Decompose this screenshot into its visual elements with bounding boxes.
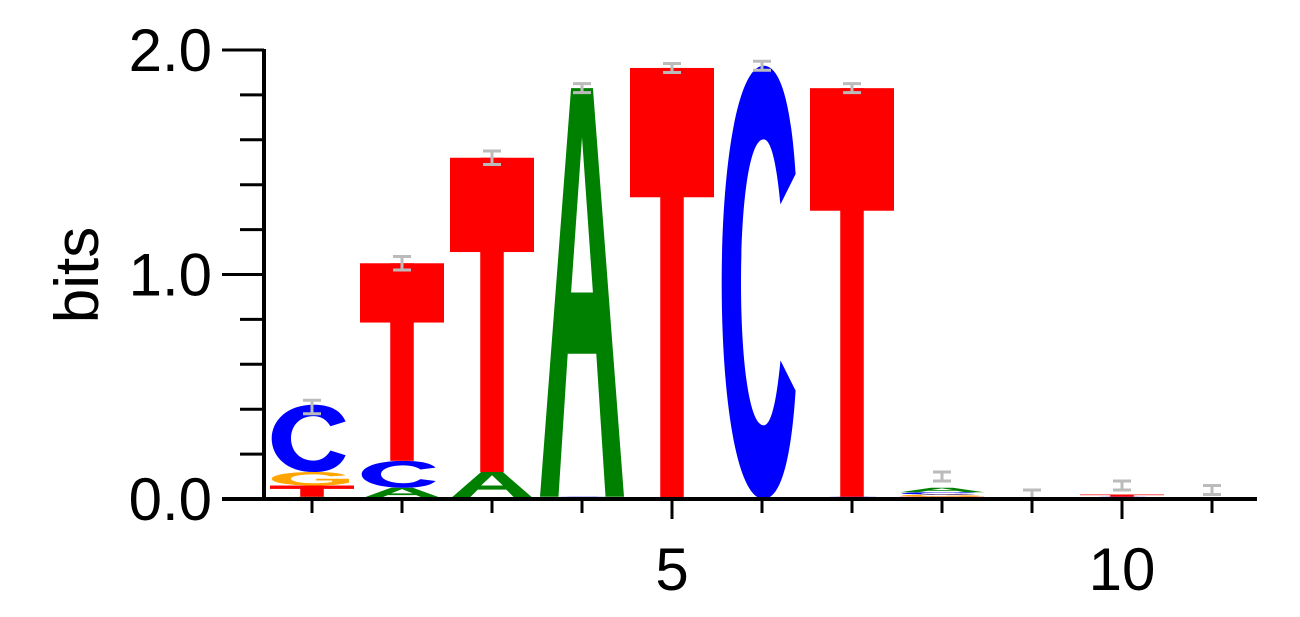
logo-column-4 (540, 88, 624, 499)
error-bar-pos-7 (843, 82, 861, 95)
y-tick-label: 2.0 (129, 17, 212, 84)
logo-column-3 (450, 157, 534, 499)
logo-column-1 (270, 404, 354, 499)
letter-G-pos-1 (271, 472, 349, 486)
y-tick-label: 0.0 (129, 466, 212, 533)
logo-column-7 (810, 88, 894, 499)
letter-C-pos-2 (361, 460, 436, 488)
letter-T-pos-5 (630, 67, 714, 500)
letter-C-pos-6 (721, 65, 796, 499)
error-bar-pos-10 (1113, 479, 1131, 492)
error-bar-pos-2 (393, 255, 411, 272)
letter-T-pos-7 (810, 88, 894, 497)
error-bar-pos-1 (303, 398, 321, 416)
x-tick-label: 10 (1089, 536, 1156, 603)
logo-column-6 (721, 65, 796, 499)
letter-T-pos-1 (270, 485, 354, 497)
logo-column-5 (630, 67, 714, 500)
logo-column-2 (360, 263, 444, 499)
letter-A-pos-8 (900, 487, 984, 493)
y-axis-label: bits (43, 227, 112, 323)
error-bar-pos-11 (1203, 484, 1221, 497)
letter-C-pos-8 (901, 492, 976, 495)
letter-G-pos-8 (901, 494, 979, 497)
letter-A-pos-3 (450, 472, 534, 499)
letter-T-pos-2 (360, 263, 444, 461)
error-bar-pos-3 (483, 149, 501, 166)
axes: 0.0 1.0 2.0 5 10 (129, 17, 1257, 603)
error-bar-pos-5 (663, 61, 681, 74)
letter-T-pos-3 (450, 157, 534, 473)
letter-A-pos-4 (540, 88, 624, 497)
letter-T-pos-10 (1080, 494, 1164, 497)
x-tick-label: 5 (655, 536, 688, 603)
error-bars (303, 59, 1221, 501)
error-bar-pos-4 (573, 82, 591, 95)
error-bar-pos-8 (933, 470, 951, 483)
y-tick-label: 1.0 (129, 242, 212, 309)
error-bar-pos-6 (753, 59, 771, 72)
logo-letter-stacks (270, 65, 1164, 500)
